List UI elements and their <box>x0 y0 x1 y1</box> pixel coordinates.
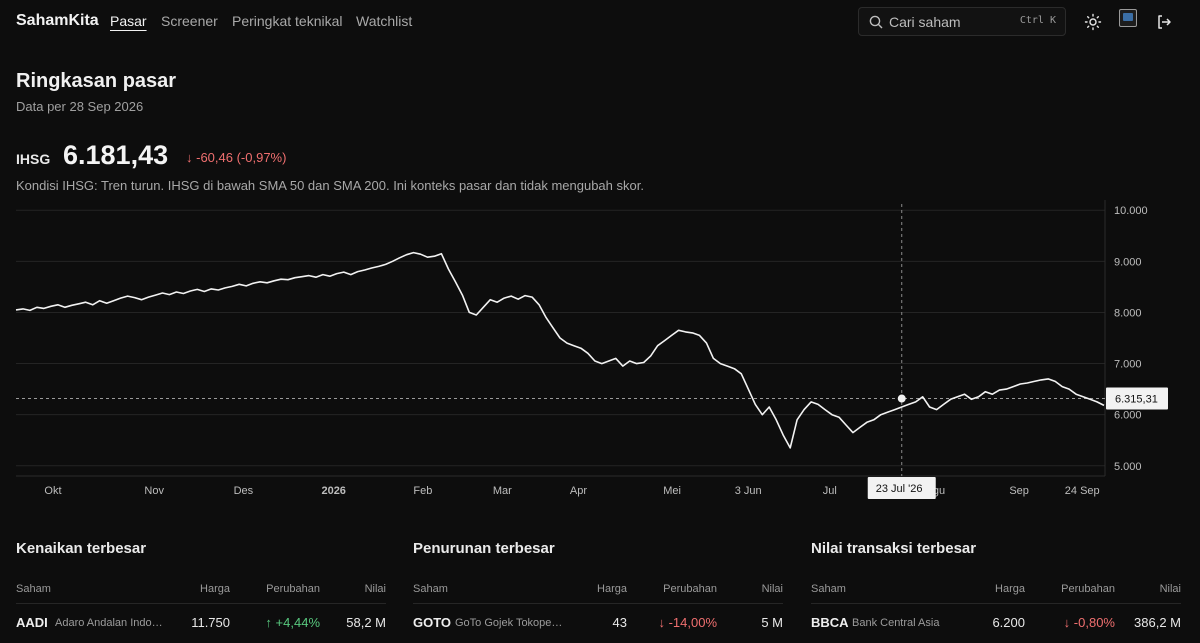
search-shortcut-hint: Ctrl K <box>1019 15 1056 26</box>
index-value: 6.181,43 <box>63 140 169 170</box>
brand-logo[interactable]: SahamKita <box>16 12 99 29</box>
crosshair-point <box>897 394 906 403</box>
arrow-down-icon: ↓ <box>658 615 669 630</box>
nav-link-peringkat-teknikal[interactable]: Peringkat teknikal <box>232 13 343 29</box>
panel-title: Kenaikan terbesar <box>16 540 147 557</box>
x-tick-label: 2026 <box>321 485 345 497</box>
stock-symbol[interactable]: GOTO <box>413 615 452 630</box>
table-row[interactable]: AADI Adaro Andalan Indonesia 11.750 ↑ +4… <box>16 604 386 638</box>
stock-price: 11.750 <box>191 615 230 630</box>
stock-change-text: +4,44% <box>275 615 320 630</box>
stock-value: 5 M <box>761 615 783 630</box>
search-icon <box>869 15 883 29</box>
col-harga: Harga <box>995 583 1025 595</box>
stock-change-text: -14,00% <box>668 615 717 630</box>
arrow-down-icon: ↓ <box>1063 615 1074 630</box>
y-tick-label: 7.000 <box>1114 359 1142 371</box>
col-perubahan: Perubahan <box>266 583 320 595</box>
stock-name: Adaro Andalan Indonesia <box>55 617 165 629</box>
x-tick-label: Apr <box>570 485 587 497</box>
stock-symbol[interactable]: AADI <box>16 615 48 630</box>
x-tick-label: Mar <box>493 485 512 497</box>
table-header: Saham Harga Perubahan Nilai <box>413 576 783 604</box>
table-row[interactable]: GOTO GoTo Gojek Tokopedia 43 ↓ -14,00% 5… <box>413 604 783 638</box>
stock-value: 386,2 M <box>1134 615 1181 630</box>
stock-name: GoTo Gojek Tokopedia <box>455 617 565 629</box>
index-change: ↓ -60,46 (-0,97%) <box>186 150 286 165</box>
stock-price: 6.200 <box>992 615 1025 630</box>
crosshair-date-label: 23 Jul '26 <box>876 483 923 495</box>
panel-title: Nilai transaksi terbesar <box>811 540 977 557</box>
reference-price-tag: 6.315,31 <box>1106 387 1168 410</box>
nav-link-screener[interactable]: Screener <box>161 13 218 29</box>
ihsg-price-line <box>15 251 1105 449</box>
stock-symbol[interactable]: BBCA <box>811 615 849 630</box>
x-tick-label: Sep <box>1009 485 1029 497</box>
stock-change: ↓ -14,00% <box>658 615 717 630</box>
panel-top-value: Nilai transaksi terbesar Saham Harga Per… <box>811 540 1181 638</box>
panel-top-losers: Penurunan terbesar Saham Harga Perubahan… <box>413 540 783 638</box>
theme-toggle-sun-icon[interactable] <box>1083 12 1103 32</box>
col-saham: Saham <box>16 583 51 595</box>
x-tick-label: Des <box>234 485 254 497</box>
search-box[interactable]: Ctrl K <box>858 7 1066 36</box>
x-tick-label: 24 Sep <box>1065 485 1100 497</box>
chart-grid <box>16 209 1105 467</box>
nav-link-watchlist[interactable]: Watchlist <box>356 13 413 29</box>
index-condition-note: Kondisi IHSG: Tren turun. IHSG di bawah … <box>16 178 644 193</box>
col-nilai: Nilai <box>1159 583 1181 595</box>
index-label: IHSG <box>16 151 51 167</box>
index-change-text: -60,46 (-0,97%) <box>196 150 287 165</box>
x-tick-label: Mei <box>663 485 681 497</box>
y-tick-label: 5.000 <box>1114 461 1142 473</box>
user-avatar[interactable] <box>1119 9 1137 27</box>
y-tick-label: 8.000 <box>1114 307 1142 319</box>
table-header: Saham Harga Perubahan Nilai <box>16 576 386 604</box>
top-nav: SahamKita Pasar Screener Peringkat tekni… <box>0 0 1200 44</box>
x-tick-label: Feb <box>413 485 432 497</box>
page-title: Ringkasan pasar <box>16 70 177 92</box>
table-header: Saham Harga Perubahan Nilai <box>811 576 1181 604</box>
col-saham: Saham <box>413 583 448 595</box>
search-input[interactable] <box>889 12 1009 32</box>
col-nilai: Nilai <box>761 583 783 595</box>
stock-change-text: -0,80% <box>1073 615 1115 630</box>
y-tick-label: 10.000 <box>1114 205 1148 217</box>
x-tick-label: Jul <box>823 485 837 497</box>
stock-value: 58,2 M <box>346 615 386 630</box>
col-perubahan: Perubahan <box>1061 583 1115 595</box>
data-date: Data per 28 Sep 2026 <box>16 99 144 114</box>
arrow-down-icon: ↓ <box>186 150 193 165</box>
ihsg-line-chart[interactable]: 10.000 9.000 8.000 7.000 6.000 5.000 Okt Nov De… <box>0 200 1200 510</box>
x-tick-label: Okt <box>44 485 61 497</box>
table-row[interactable]: BBCA Bank Central Asia 6.200 ↓ -0,80% 38… <box>811 604 1181 638</box>
col-perubahan: Perubahan <box>663 583 717 595</box>
stock-price: 43 <box>612 615 627 630</box>
arrow-up-icon: ↑ <box>265 615 276 630</box>
x-tick-label: Nov <box>144 485 164 497</box>
x-tick-label: 3 Jun <box>735 485 762 497</box>
nav-link-pasar[interactable]: Pasar <box>110 13 147 29</box>
panel-title: Penurunan terbesar <box>413 540 555 557</box>
col-harga: Harga <box>597 583 627 595</box>
y-axis: 10.000 9.000 8.000 7.000 6.000 5.000 <box>1104 200 1148 476</box>
col-saham: Saham <box>811 583 846 595</box>
stock-change: ↑ +4,44% <box>265 615 320 630</box>
panel-top-gainers: Kenaikan terbesar Saham Harga Perubahan … <box>16 540 386 638</box>
reference-price-label: 6.315,31 <box>1115 394 1158 406</box>
crosshair-date-tag: 23 Jul '26 <box>867 477 936 499</box>
y-tick-label: 9.000 <box>1114 256 1142 268</box>
col-harga: Harga <box>200 583 230 595</box>
stock-name: Bank Central Asia <box>852 617 940 629</box>
y-tick-label: 6.000 <box>1114 410 1142 422</box>
col-nilai: Nilai <box>364 583 386 595</box>
logout-icon[interactable] <box>1154 12 1174 32</box>
stock-change: ↓ -0,80% <box>1064 615 1115 630</box>
